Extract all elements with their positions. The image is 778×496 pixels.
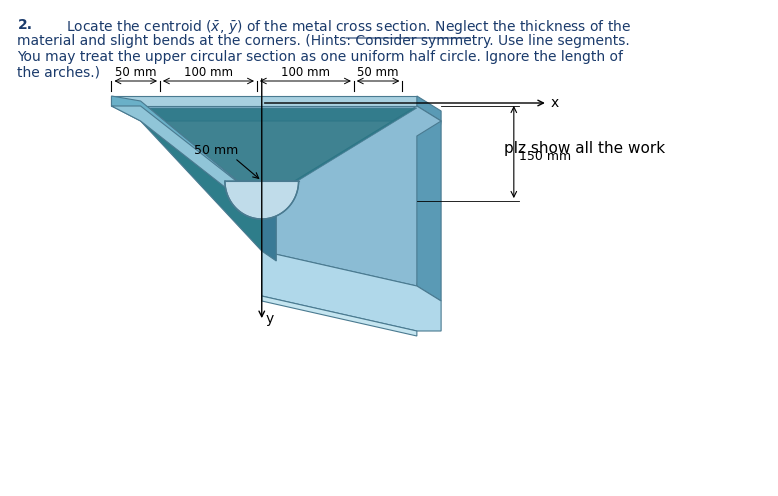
Text: material and slight bends at the corners. (Hints: Consider symmetry. Use line se: material and slight bends at the corners… bbox=[17, 34, 630, 48]
Text: 2.: 2. bbox=[17, 18, 33, 32]
Text: 150 mm: 150 mm bbox=[519, 149, 571, 163]
Text: x: x bbox=[551, 96, 559, 110]
Text: 100 mm: 100 mm bbox=[281, 66, 330, 79]
Polygon shape bbox=[225, 181, 299, 219]
Polygon shape bbox=[261, 251, 441, 331]
Polygon shape bbox=[417, 121, 441, 301]
Polygon shape bbox=[111, 96, 261, 216]
Polygon shape bbox=[261, 296, 417, 336]
Polygon shape bbox=[261, 201, 276, 261]
Text: 50 mm: 50 mm bbox=[115, 66, 156, 79]
Polygon shape bbox=[145, 108, 417, 203]
Text: You may treat the upper circular section as one uniform half circle. Ignore the : You may treat the upper circular section… bbox=[17, 50, 623, 64]
Polygon shape bbox=[261, 106, 441, 286]
Polygon shape bbox=[111, 106, 441, 121]
Text: the arches.): the arches.) bbox=[17, 66, 100, 80]
Text: 100 mm: 100 mm bbox=[184, 66, 233, 79]
Polygon shape bbox=[141, 106, 261, 251]
Text: 50 mm: 50 mm bbox=[357, 66, 399, 79]
Polygon shape bbox=[111, 96, 417, 106]
Polygon shape bbox=[417, 96, 441, 121]
Text: Locate the centroid ($\bar{x}$, $\bar{y}$) of the metal cross section. Neglect t: Locate the centroid ($\bar{x}$, $\bar{y}… bbox=[66, 18, 631, 36]
Polygon shape bbox=[111, 106, 261, 216]
Text: 50 mm: 50 mm bbox=[194, 144, 238, 158]
Text: plz show all the work: plz show all the work bbox=[504, 141, 665, 156]
Text: y: y bbox=[265, 312, 274, 326]
